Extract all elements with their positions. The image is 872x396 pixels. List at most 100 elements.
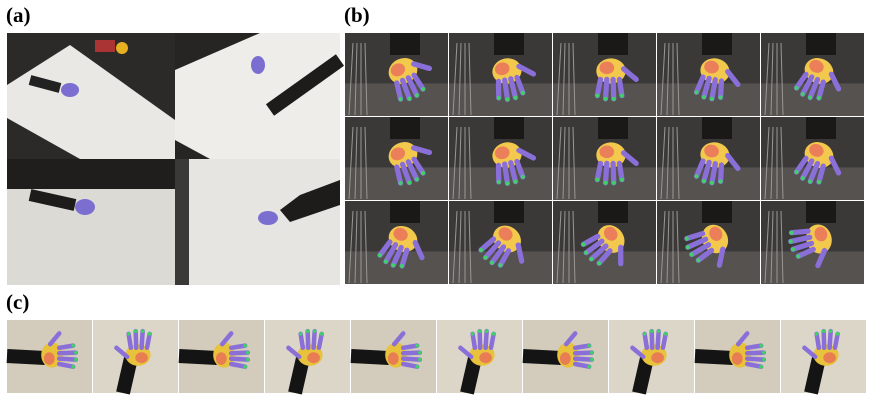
arm	[295, 358, 303, 393]
fingertip	[246, 358, 250, 362]
fingertip	[415, 344, 419, 348]
finger	[136, 331, 137, 348]
finger	[747, 346, 761, 348]
sleeve	[598, 117, 628, 139]
panel-b	[345, 33, 864, 284]
fingertip	[762, 358, 766, 362]
finger	[575, 359, 592, 360]
palm-shade	[479, 352, 492, 363]
finger	[231, 364, 245, 367]
fingertip	[829, 329, 833, 333]
sleeve	[806, 201, 836, 223]
fingertip	[657, 329, 661, 333]
fingertip	[590, 351, 594, 355]
finger	[403, 346, 417, 348]
finger	[718, 81, 724, 97]
fingertip	[664, 332, 668, 336]
sleeve	[702, 117, 732, 139]
finger	[59, 346, 73, 348]
finger	[830, 331, 831, 348]
finger	[129, 334, 131, 348]
sleeve	[702, 201, 732, 223]
floor	[761, 251, 864, 284]
sleeve	[598, 33, 628, 55]
fingertip	[320, 332, 324, 336]
finger	[817, 334, 819, 348]
finger	[613, 163, 614, 182]
finger	[597, 79, 600, 95]
finger	[59, 359, 76, 360]
arm	[351, 356, 389, 358]
panel-a	[7, 33, 340, 285]
fingertip	[822, 329, 826, 333]
palm-shade	[599, 62, 614, 75]
fingertip	[590, 358, 594, 362]
finger	[301, 334, 303, 348]
panel-label: (c)	[6, 290, 29, 314]
finger	[495, 81, 501, 98]
palm-shade	[823, 352, 836, 363]
palm-shade	[44, 352, 55, 365]
finger	[473, 334, 475, 348]
finger	[231, 353, 248, 354]
hand	[258, 211, 278, 225]
object	[95, 40, 115, 52]
fingertip	[762, 351, 766, 355]
fingertip	[587, 365, 591, 369]
fingertip	[74, 351, 78, 355]
finger	[747, 353, 764, 354]
fingertip	[603, 181, 607, 185]
fingertip	[141, 329, 145, 333]
finger	[495, 165, 501, 182]
fingertip	[815, 332, 819, 336]
fingertip	[595, 178, 599, 182]
palm-shade	[307, 352, 320, 363]
palm-shade	[599, 146, 614, 159]
fingertip	[415, 365, 419, 369]
finger	[480, 331, 481, 348]
finger	[597, 163, 600, 179]
fingertip	[134, 329, 138, 333]
fingertip	[612, 97, 616, 101]
shadow	[7, 159, 177, 189]
finger	[575, 346, 589, 348]
finger	[486, 331, 487, 348]
panel-c	[7, 320, 866, 393]
fingertip	[71, 365, 75, 369]
finger	[606, 79, 607, 98]
fingertip	[299, 332, 303, 336]
fingertip	[418, 351, 422, 355]
arm	[639, 358, 647, 393]
fingertip	[603, 97, 607, 101]
sleeve	[806, 33, 836, 55]
finger	[619, 79, 622, 95]
finger	[142, 331, 143, 348]
palm-shade	[732, 352, 743, 365]
fingertip	[836, 332, 840, 336]
fingertip	[243, 365, 247, 369]
fingertip	[127, 332, 131, 336]
fingertip	[492, 332, 496, 336]
fingertip	[759, 344, 763, 348]
sleeve	[390, 117, 420, 139]
finger	[835, 334, 838, 348]
hand	[75, 199, 95, 215]
finger	[606, 163, 607, 182]
sleeve	[494, 117, 524, 139]
sleeve	[494, 33, 524, 55]
fingertip	[306, 329, 310, 333]
arm	[695, 356, 733, 358]
panel-label: (b)	[344, 3, 370, 27]
fingertip	[74, 358, 78, 362]
sleeve	[390, 33, 420, 55]
fingertip	[595, 94, 599, 98]
fingertip	[620, 178, 624, 182]
finger	[308, 331, 309, 348]
finger	[613, 79, 614, 98]
fingertip	[243, 344, 247, 348]
palm-shade	[560, 352, 571, 365]
fingertip	[620, 94, 624, 98]
arm	[123, 358, 131, 393]
palm-shade	[651, 352, 664, 363]
palm-shade	[388, 352, 399, 365]
